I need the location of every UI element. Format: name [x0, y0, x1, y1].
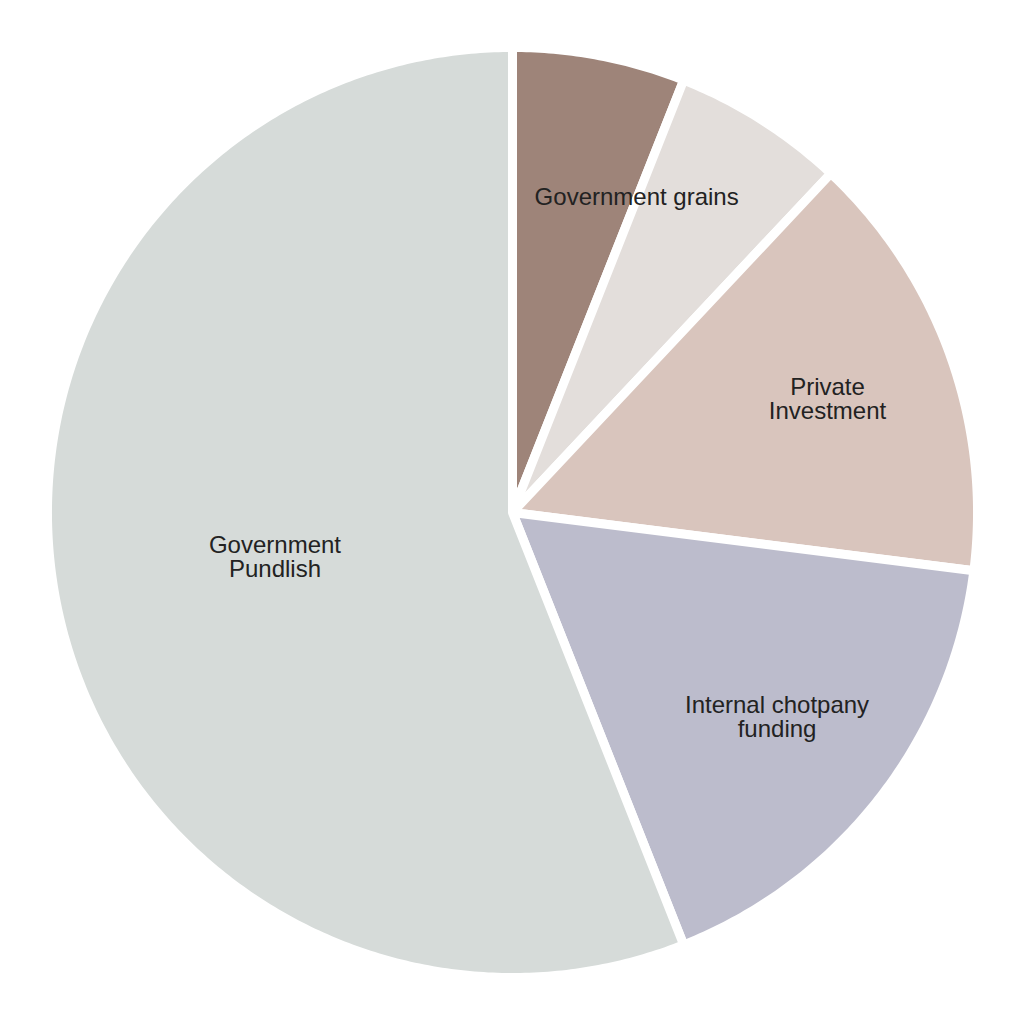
svg-text:Government grains: Government grains [535, 183, 739, 210]
svg-text:PrivateInvestment: PrivateInvestment [769, 373, 887, 424]
svg-text:GovernmentPundlish: GovernmentPundlish [209, 531, 341, 582]
svg-text:Internal chotpanyfunding: Internal chotpanyfunding [685, 691, 869, 742]
